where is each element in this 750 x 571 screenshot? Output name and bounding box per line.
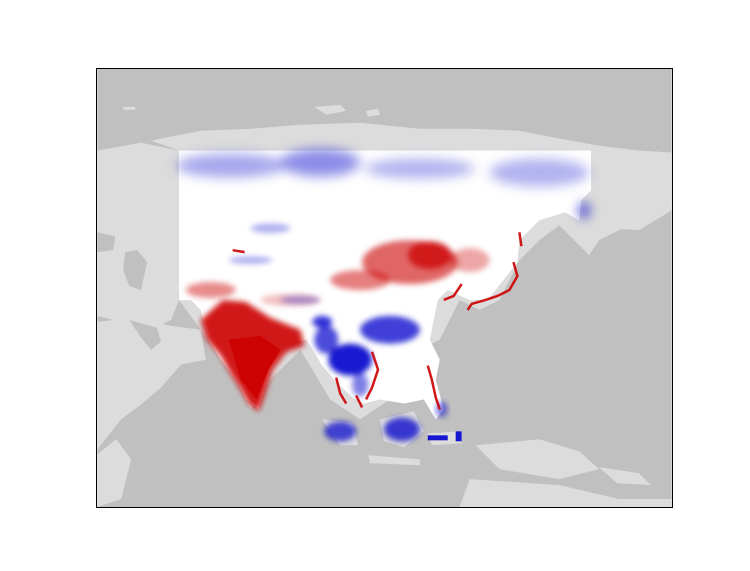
- land-australia: [459, 479, 672, 507]
- blue-region-far-north-east: [489, 158, 590, 187]
- blue-region-sumatra: [324, 421, 357, 442]
- blue-region-tibet-edge: [312, 315, 333, 328]
- blue-central-asia-streaks: [228, 223, 321, 304]
- blue-region-indochina: [328, 343, 373, 376]
- map-frame: [96, 68, 673, 508]
- blue-region-burma: [314, 325, 339, 354]
- red-coast-china: [443, 283, 463, 302]
- red-coast-burma: [335, 377, 348, 405]
- blue-region-kamchatka: [579, 202, 590, 219]
- data-field: [175, 148, 592, 442]
- blue-region-sulawesi-east: [455, 431, 462, 442]
- land-java: [368, 455, 420, 466]
- red-coastal-fringes: [232, 232, 523, 410]
- blue-region-borneo: [384, 417, 420, 442]
- land-africa: [97, 439, 132, 507]
- red-coast-japan: [466, 261, 519, 311]
- blue-streak-tian-shan: [280, 295, 321, 304]
- red-coast-vietnam: [364, 351, 380, 401]
- land-europe: [97, 142, 179, 330]
- black-sea: [97, 232, 116, 253]
- blue-region-north-east: [365, 158, 475, 179]
- red-region-north-china-core: [407, 241, 452, 270]
- blue-streak-siberia: [228, 256, 273, 265]
- blue-region-north-west: [175, 153, 286, 178]
- red-region-kazakh: [185, 282, 236, 298]
- map-canvas: [97, 69, 672, 507]
- land-middle-east: [97, 317, 206, 450]
- red-coast-korea: [518, 232, 523, 247]
- red-coast-indochina-south: [355, 394, 364, 409]
- red-india-region: [200, 299, 305, 412]
- red-coast-philippines: [426, 365, 441, 410]
- persian-gulf: [129, 319, 162, 350]
- caspian-sea: [123, 250, 148, 290]
- blue-se-asia-region: [312, 315, 420, 397]
- blue-region-north-central: [280, 148, 361, 177]
- red-region-manchuria: [449, 248, 490, 273]
- blue-region-south-china: [360, 315, 420, 344]
- land-arctic-island-1: [314, 104, 347, 115]
- blue-indonesia-region: [324, 401, 462, 442]
- blue-region-sulawesi: [427, 435, 448, 441]
- red-region-india-core: [228, 335, 281, 400]
- red-coast-caspian: [232, 248, 245, 254]
- land-arctic-island-3: [123, 106, 136, 110]
- land-far-east: [589, 150, 672, 231]
- land-pacific-island: [599, 467, 651, 486]
- blue-siberia-band: [175, 148, 590, 219]
- blue-streak-kazakh: [250, 223, 291, 234]
- land-arctic-island-2: [366, 108, 381, 117]
- land-new-guinea: [475, 439, 600, 480]
- blue-region-malay: [352, 372, 369, 397]
- red-region-mongolia: [330, 270, 390, 290]
